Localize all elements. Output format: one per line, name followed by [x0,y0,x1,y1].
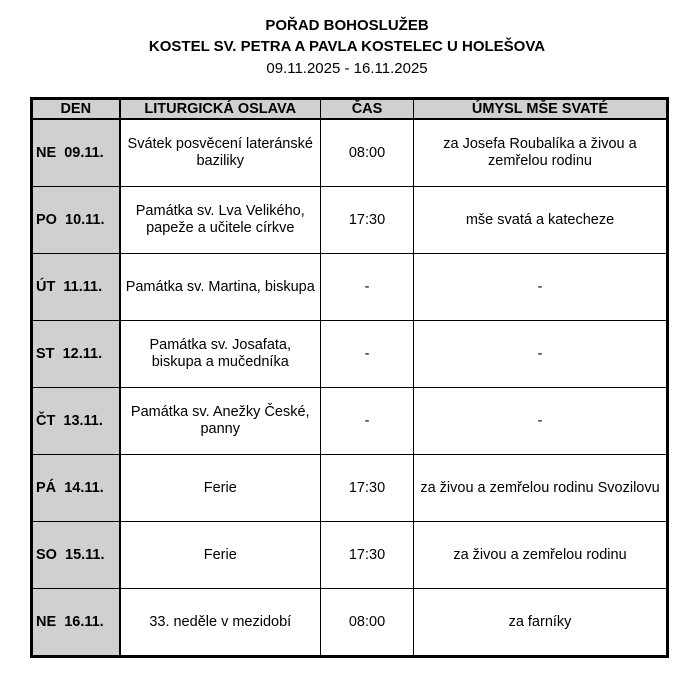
day-cell: PÁ 14.11. [31,454,121,522]
document-title: POŘAD BOHOSLUŽEB [265,17,429,34]
time-cell: - [320,253,414,321]
time-cell: 08:00 [320,588,414,657]
date-range: 09.11.2025 - 16.11.2025 [266,60,428,77]
time-cell: - [320,320,414,388]
celebration-cell: Svátek posvěcení lateránské baziliky [119,118,321,187]
table-header-row: DEN LITURGICKÁ OSLAVA ČAS ÚMYSL MŠE SVAT… [31,98,668,120]
intention-cell: mše svatá a katecheze [413,186,668,254]
day-cell: NE 16.11. [31,588,121,657]
day-cell: NE 09.11. [31,118,121,187]
intention-cell: - [413,253,668,321]
celebration-cell: Ferie [119,454,321,522]
intention-cell: za Josefa Roubalíka a živou a zemřelou r… [413,118,668,187]
table-row: PO 10.11. Památka sv. Lva Velikého, papež… [31,186,668,254]
table-row: ÚT 11.11. Památka sv. Martina, biskupa - - [31,253,668,321]
celebration-cell: Památka sv. Anežky České, panny [119,387,321,455]
table-row: PÁ 14.11. Ferie 17:30 za živou a zemřelou r… [31,454,668,522]
celebration-cell: 33. neděle v mezidobí [119,588,321,657]
day-cell: ČT 13.11. [31,387,121,455]
time-cell: 17:30 [320,454,414,522]
church-name: KOSTEL SV. PETRA A PAVLA KOSTELEC U HOLE… [148,38,546,55]
celebration-cell: Ferie [119,521,321,589]
intention-cell: - [413,387,668,455]
column-header-day: DEN [31,98,121,120]
day-cell: PO 10.11. [31,186,121,254]
celebration-cell: Památka sv. Martina, biskupa [119,253,321,321]
intention-cell: za živou a zemřelou rodinu Svozilovu [413,454,668,522]
table-row: SO 15.11. Ferie 17:30 za živou a zemřelou r… [31,521,668,589]
column-header-time: ČAS [320,98,414,120]
column-header-celebration: LITURGICKÁ OSLAVA [119,98,321,120]
day-cell: SO 15.11. [31,521,121,589]
table-row: NE 16.11. 33. neděle v mezidobí 08:00 za fa… [31,588,668,657]
schedule-table: DEN LITURGICKÁ OSLAVA ČAS ÚMYSL MŠE SVAT… [30,97,669,658]
intention-cell: - [413,320,668,388]
intention-cell: za farníky [413,588,668,657]
celebration-cell: Památka sv. Josafata, biskupa a mučedník… [119,320,321,388]
table-row: NE 09.11. Svátek posvěcení lateránské baz… [31,118,668,187]
time-cell: 08:00 [320,118,414,187]
day-cell: ST 12.11. [31,320,121,388]
time-cell: 17:30 [320,186,414,254]
time-cell: 17:30 [320,521,414,589]
day-cell: ÚT 11.11. [31,253,121,321]
intention-cell: za živou a zemřelou rodinu [413,521,668,589]
celebration-cell: Památka sv. Lva Velikého, papeže a učite… [119,186,321,254]
column-header-intention: ÚMYSL MŠE SVATÉ [413,98,668,120]
table-row: ST 12.11. Památka sv. Josafata, biskupa a… [31,320,668,388]
time-cell: - [320,387,414,455]
table-row: ČT 13.11. Památka sv. Anežky České, panny… [31,387,668,455]
